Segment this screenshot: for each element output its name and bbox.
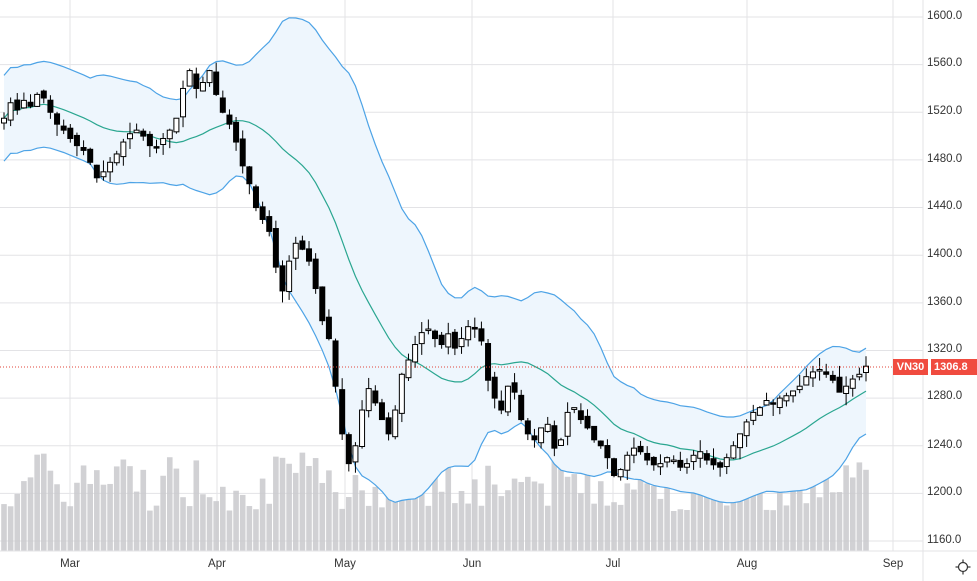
y-tick-label: 1440.0 (927, 200, 963, 212)
y-tick-label: 1480.0 (927, 153, 963, 165)
y-tick-label: 1160.0 (927, 534, 962, 546)
x-tick-label: Sep (882, 558, 904, 570)
bollinger-lower-line (3, 146, 867, 504)
y-tick-label: 1280.0 (927, 390, 963, 402)
x-tick-label: Jul (605, 558, 621, 570)
y-tick-label: 1240.0 (927, 439, 963, 451)
x-tick-label: Aug (736, 558, 758, 570)
gear-icon[interactable] (954, 558, 972, 576)
x-tick-label: May (334, 558, 356, 570)
x-tick-label: Jun (462, 558, 482, 570)
y-tick-label: 1600.0 (927, 10, 963, 22)
volume-bars (1, 452, 869, 551)
bollinger-upper-line (3, 17, 867, 418)
y-tick-label: 1520.0 (927, 105, 963, 117)
y-tick-label: 1400.0 (927, 248, 963, 260)
y-tick-label: 1320.0 (927, 343, 963, 355)
x-tick-label: Apr (208, 558, 226, 570)
symbol-badge: VN30 (893, 359, 928, 375)
last-price-badge: 1306.8 (931, 359, 977, 375)
x-tick-label: Mar (60, 558, 80, 570)
y-tick-label: 1360.0 (927, 296, 963, 308)
price-candles (1, 62, 869, 481)
bollinger-band-fill (4, 17, 866, 503)
y-tick-label: 1560.0 (927, 57, 963, 69)
y-tick-label: 1200.0 (927, 486, 963, 498)
